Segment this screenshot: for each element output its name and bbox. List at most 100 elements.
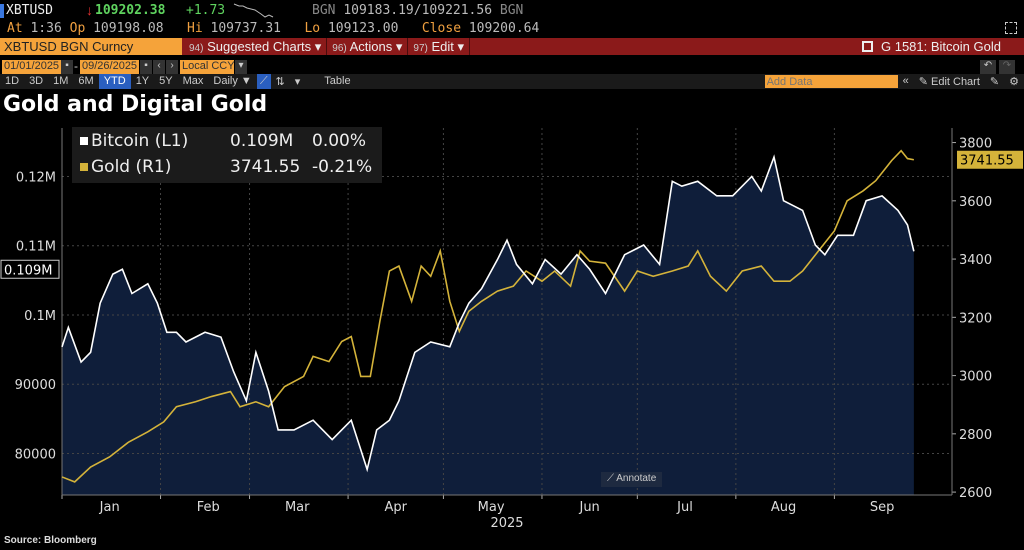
legend-name: Bitcoin (L1) xyxy=(91,131,189,151)
collapse-icon[interactable]: « xyxy=(902,75,909,87)
source-label: Source: Bloomberg xyxy=(4,535,97,546)
bitcoin-last-value: 0.109M xyxy=(4,263,52,278)
edit-chart-button[interactable]: ✎ Edit Chart xyxy=(914,74,985,89)
redo-icon[interactable]: ↷ xyxy=(999,60,1015,74)
calendar-icon[interactable]: ▪ xyxy=(61,60,73,74)
next-button[interactable]: › xyxy=(166,60,178,74)
left-tick-label: 0.12M xyxy=(16,170,56,185)
right-tick-label: 2600 xyxy=(959,486,992,501)
down-arrow-icon: ↓ xyxy=(86,2,93,18)
bitcoin-area xyxy=(62,157,914,496)
legend-value: 3741.55 xyxy=(230,157,301,177)
range-3d[interactable]: 3D xyxy=(29,75,44,87)
annotate-button[interactable]: ⟋ Annotate xyxy=(601,472,663,487)
frequency-select[interactable]: Daily ▼ xyxy=(213,75,252,87)
right-tick-label: 3000 xyxy=(959,370,992,385)
edit-menu[interactable]: 97) Edit ▾ xyxy=(408,38,471,55)
gold-line xyxy=(61,149,915,483)
bid-source: BGN xyxy=(312,3,336,18)
legend-gold: Gold (R1) 3741.55 -0.21% xyxy=(80,157,372,177)
pencil-icon: ✎ xyxy=(918,76,928,88)
prev-button[interactable]: ‹ xyxy=(153,60,165,74)
range-6m[interactable]: 6M xyxy=(78,75,94,87)
annotate-label: Annotate xyxy=(616,473,657,484)
month-label: Sep xyxy=(870,500,895,515)
month-label: Aug xyxy=(771,500,796,515)
menu-number: 94) xyxy=(189,43,204,54)
left-tick-label: 0.11M xyxy=(16,240,56,255)
ticker: XBTUSD xyxy=(6,3,53,18)
low-label: Lo xyxy=(304,21,321,36)
menu-label: Suggested Charts ▾ xyxy=(207,39,322,54)
start-date-input[interactable]: 01/01/2025 xyxy=(2,60,62,74)
gold-last-tag xyxy=(957,150,1023,169)
menu-number: 96) xyxy=(332,43,347,54)
month-label: Feb xyxy=(197,500,220,515)
left-tick-label: 0.1M xyxy=(24,309,56,324)
low: 109123.00 xyxy=(327,21,399,36)
calendar-icon[interactable]: ▪ xyxy=(140,60,152,74)
right-tick-label: 3600 xyxy=(959,195,992,210)
time: 1:36 xyxy=(30,21,62,36)
last-price: 109202.38 xyxy=(95,3,166,18)
bitcoin-last-tag xyxy=(0,259,60,279)
menu-number: 97) xyxy=(413,43,428,54)
menu-bar xyxy=(0,38,1024,55)
high: 109737.31 xyxy=(210,21,281,36)
range-1d[interactable]: 1D xyxy=(5,75,20,87)
range-max[interactable]: Max xyxy=(182,75,204,87)
gear-icon[interactable]: ⚙ xyxy=(1009,76,1019,88)
undo-icon[interactable]: ↶ xyxy=(980,60,996,74)
range-5y[interactable]: 5Y xyxy=(159,75,173,87)
bid: 109183.19 xyxy=(343,3,414,18)
table-button[interactable]: Table xyxy=(324,75,351,87)
gold-swatch xyxy=(80,163,88,171)
bitcoin-line xyxy=(61,154,915,473)
month-label: Jul xyxy=(676,500,693,515)
ask: 109221.56 xyxy=(421,3,493,18)
line-chart-icon[interactable]: ⟋ xyxy=(256,74,271,89)
month-label: May xyxy=(478,500,505,515)
open-label: Op xyxy=(69,21,86,36)
left-tick-label: 90000 xyxy=(15,378,56,393)
chart-tools: « ✎ Edit Chart ✎ ⚙ xyxy=(764,74,1024,89)
bitcoin-swatch xyxy=(80,137,88,145)
currency-select[interactable]: Local CCY xyxy=(180,60,235,74)
legend: Bitcoin (L1) 0.109M 0.00% Gold (R1) 3741.55… xyxy=(72,127,382,183)
annotate-tool-icon[interactable]: ✎ xyxy=(989,76,1000,88)
at-label: At xyxy=(7,21,23,36)
open: 109198.08 xyxy=(93,21,164,36)
range-1m[interactable]: 1M xyxy=(53,75,69,87)
month-label: Jun xyxy=(578,500,599,515)
menu-group: 94) Suggested Charts ▾ 96) Actions ▾ 97)… xyxy=(184,38,471,55)
actions-menu[interactable]: 96) Actions ▾ xyxy=(327,38,409,55)
range-1y[interactable]: 1Y xyxy=(135,75,150,87)
range-ytd[interactable]: YTD xyxy=(98,74,131,89)
right-tick-label: 3800 xyxy=(959,137,992,152)
popout-icon[interactable] xyxy=(1005,22,1017,34)
date-separator: - xyxy=(74,59,78,73)
legend-change: -0.21% xyxy=(312,157,373,177)
month-label: Mar xyxy=(285,500,310,515)
chevron-down-icon[interactable]: ▾ xyxy=(294,76,301,88)
chevron-down-icon[interactable]: ▾ xyxy=(235,60,247,74)
end-date-input[interactable]: 09/26/2025 xyxy=(80,60,140,74)
suggested-charts-menu[interactable]: 94) Suggested Charts ▾ xyxy=(184,38,328,55)
left-tick-label: 80000 xyxy=(15,447,56,462)
gold-last-value: 3741.55 xyxy=(960,154,1014,169)
security-input[interactable]: XBTUSD BGN Curncy xyxy=(0,38,182,55)
edit-chart-label: Edit Chart xyxy=(930,76,980,88)
pencil-icon: ⟋ xyxy=(607,473,614,484)
menu-label: Edit ▾ xyxy=(431,39,465,54)
menu-label: Actions ▾ xyxy=(349,39,403,54)
right-tick-label: 3400 xyxy=(959,253,992,268)
net-change: +1.73 xyxy=(186,3,226,18)
right-tick-label: 2800 xyxy=(959,428,992,443)
bar-chart-icon[interactable]: ⇅ xyxy=(275,76,285,88)
add-data-input[interactable] xyxy=(764,75,898,88)
close-label: Close xyxy=(421,21,462,36)
high-label: Hi xyxy=(187,21,203,36)
ticker-marker xyxy=(0,4,4,18)
external-link-icon[interactable] xyxy=(862,41,873,52)
